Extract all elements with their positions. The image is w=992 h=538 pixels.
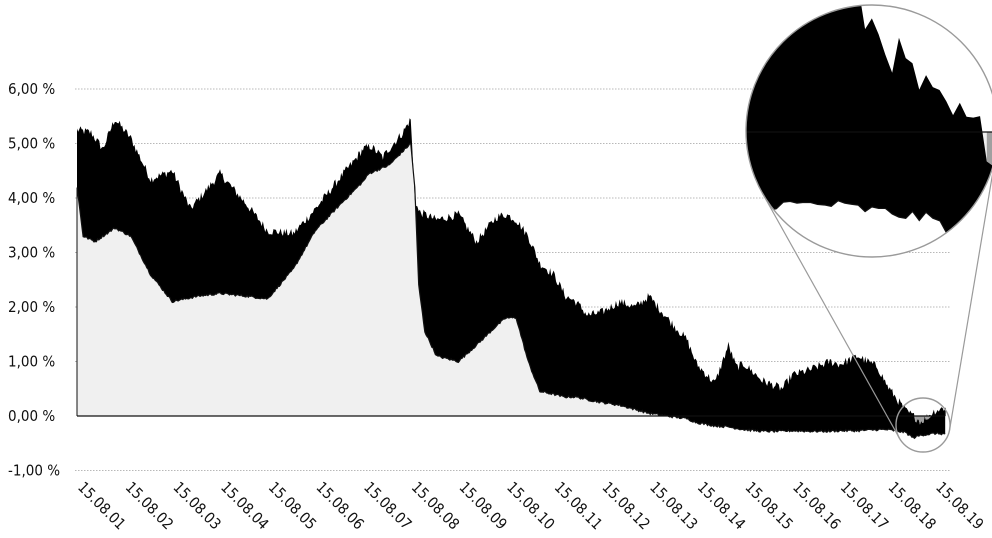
zoom-inset bbox=[745, 4, 992, 453]
x-tick-label: 15.08.03 bbox=[170, 478, 225, 533]
x-tick-label: 15.08.16 bbox=[789, 478, 844, 533]
y-tick-label: 3,00 % bbox=[8, 244, 55, 262]
x-tick-label: 15.08.12 bbox=[599, 478, 654, 533]
x-tick-label: 15.08.10 bbox=[503, 478, 558, 533]
x-tick-label: 15.08.11 bbox=[551, 478, 606, 533]
x-tick-label: 15.08.15 bbox=[742, 478, 797, 533]
x-tick-label: 15.08.18 bbox=[885, 478, 940, 533]
upper-series-band bbox=[77, 118, 946, 439]
y-tick-label: 6,00 % bbox=[8, 80, 55, 98]
x-tick-label: 15.08.09 bbox=[456, 478, 511, 533]
zoom-connector bbox=[949, 173, 992, 430]
plot-area bbox=[76, 118, 946, 440]
x-tick-label: 15.08.04 bbox=[217, 478, 272, 533]
y-tick-label: 4,00 % bbox=[8, 189, 55, 207]
x-tick-label: 15.08.13 bbox=[646, 478, 701, 533]
x-tick-label: 15.08.07 bbox=[360, 478, 415, 533]
x-tick-label: 15.08.05 bbox=[265, 478, 320, 533]
x-tick-label: 15.08.19 bbox=[932, 478, 987, 533]
x-tick-label: 15.08.08 bbox=[408, 478, 463, 533]
x-tick-label: 15.08.14 bbox=[694, 478, 749, 533]
x-tick-label: 15.08.17 bbox=[837, 478, 892, 533]
y-axis: -1,00 % 0,00 % 1,00 % 2,00 % 3,00 % 4,00 % 5,0… bbox=[8, 80, 60, 480]
y-tick-label: 5,00 % bbox=[8, 135, 55, 153]
x-tick-label: 15.08.02 bbox=[122, 478, 177, 533]
negative-area bbox=[915, 416, 932, 425]
zoom-source-circle bbox=[895, 397, 951, 453]
y-tick-label: 0,00 % bbox=[8, 407, 55, 425]
zoom-connector bbox=[761, 192, 900, 439]
y-tick-label: -1,00 % bbox=[8, 462, 60, 480]
zoom-circle bbox=[745, 4, 992, 258]
x-tick-label: 15.08.01 bbox=[74, 478, 129, 533]
y-tick-label: 2,00 % bbox=[8, 298, 55, 316]
lower-series-line bbox=[76, 142, 946, 440]
y-tick-label: 1,00 % bbox=[8, 353, 55, 371]
lower-series-area bbox=[77, 143, 946, 439]
x-tick-label: 15.08.06 bbox=[313, 478, 368, 533]
x-axis: 15.08.0115.08.0215.08.0315.08.0415.08.05… bbox=[74, 478, 987, 533]
